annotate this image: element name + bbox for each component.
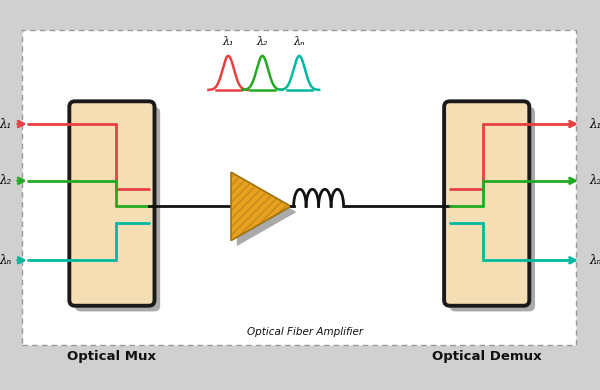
Polygon shape <box>237 178 296 246</box>
Text: λₙ: λₙ <box>589 254 600 267</box>
Text: λ₂: λ₂ <box>589 174 600 187</box>
Polygon shape <box>231 172 291 240</box>
Text: Optical Mux: Optical Mux <box>67 350 157 363</box>
Text: Optical Fiber Amplifier: Optical Fiber Amplifier <box>247 327 363 337</box>
FancyBboxPatch shape <box>444 101 529 306</box>
FancyBboxPatch shape <box>450 107 535 311</box>
Text: λ₂: λ₂ <box>0 174 11 187</box>
Text: λ₁: λ₁ <box>223 37 234 47</box>
FancyBboxPatch shape <box>75 107 160 311</box>
Text: Optical Demux: Optical Demux <box>432 350 542 363</box>
Text: λ₁: λ₁ <box>589 117 600 131</box>
Text: λₙ: λₙ <box>293 37 305 47</box>
Text: λ₂: λ₂ <box>257 37 268 47</box>
Polygon shape <box>231 172 291 240</box>
Text: λₙ: λₙ <box>0 254 11 267</box>
Text: λ₁: λ₁ <box>0 117 11 131</box>
FancyBboxPatch shape <box>22 30 577 346</box>
FancyBboxPatch shape <box>70 101 155 306</box>
